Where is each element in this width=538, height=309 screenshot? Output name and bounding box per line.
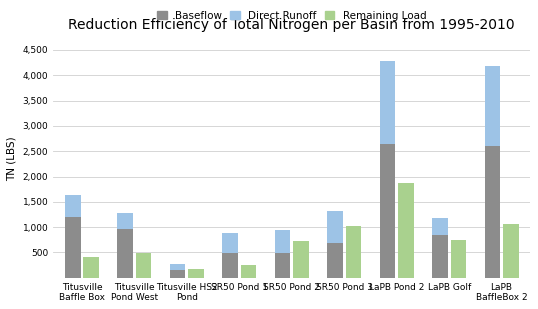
Legend: Baseflow, Direct Runoff, Remaining Load: Baseflow, Direct Runoff, Remaining Load: [153, 7, 430, 25]
Bar: [136, 253, 151, 278]
Bar: [117, 229, 133, 278]
Bar: [327, 243, 343, 278]
Bar: [380, 144, 395, 278]
Bar: [275, 230, 291, 253]
Y-axis label: TN (LBS): TN (LBS): [7, 137, 17, 181]
Bar: [170, 270, 186, 278]
Bar: [222, 253, 238, 278]
Bar: [117, 213, 133, 229]
Bar: [293, 241, 309, 278]
Bar: [275, 253, 291, 278]
Bar: [170, 264, 186, 270]
Bar: [327, 211, 343, 243]
Bar: [432, 235, 448, 278]
Bar: [503, 224, 519, 278]
Bar: [345, 226, 361, 278]
Bar: [380, 61, 395, 144]
Bar: [188, 269, 204, 278]
Title: Reduction Efficiency of Total Nitrogen per Basin from 1995-2010: Reduction Efficiency of Total Nitrogen p…: [68, 18, 515, 32]
Bar: [65, 217, 81, 278]
Bar: [485, 66, 500, 146]
Bar: [450, 240, 466, 278]
Bar: [65, 195, 81, 217]
Bar: [83, 256, 99, 278]
Bar: [240, 265, 256, 278]
Bar: [222, 233, 238, 253]
Bar: [398, 183, 414, 278]
Bar: [485, 146, 500, 278]
Bar: [432, 218, 448, 235]
